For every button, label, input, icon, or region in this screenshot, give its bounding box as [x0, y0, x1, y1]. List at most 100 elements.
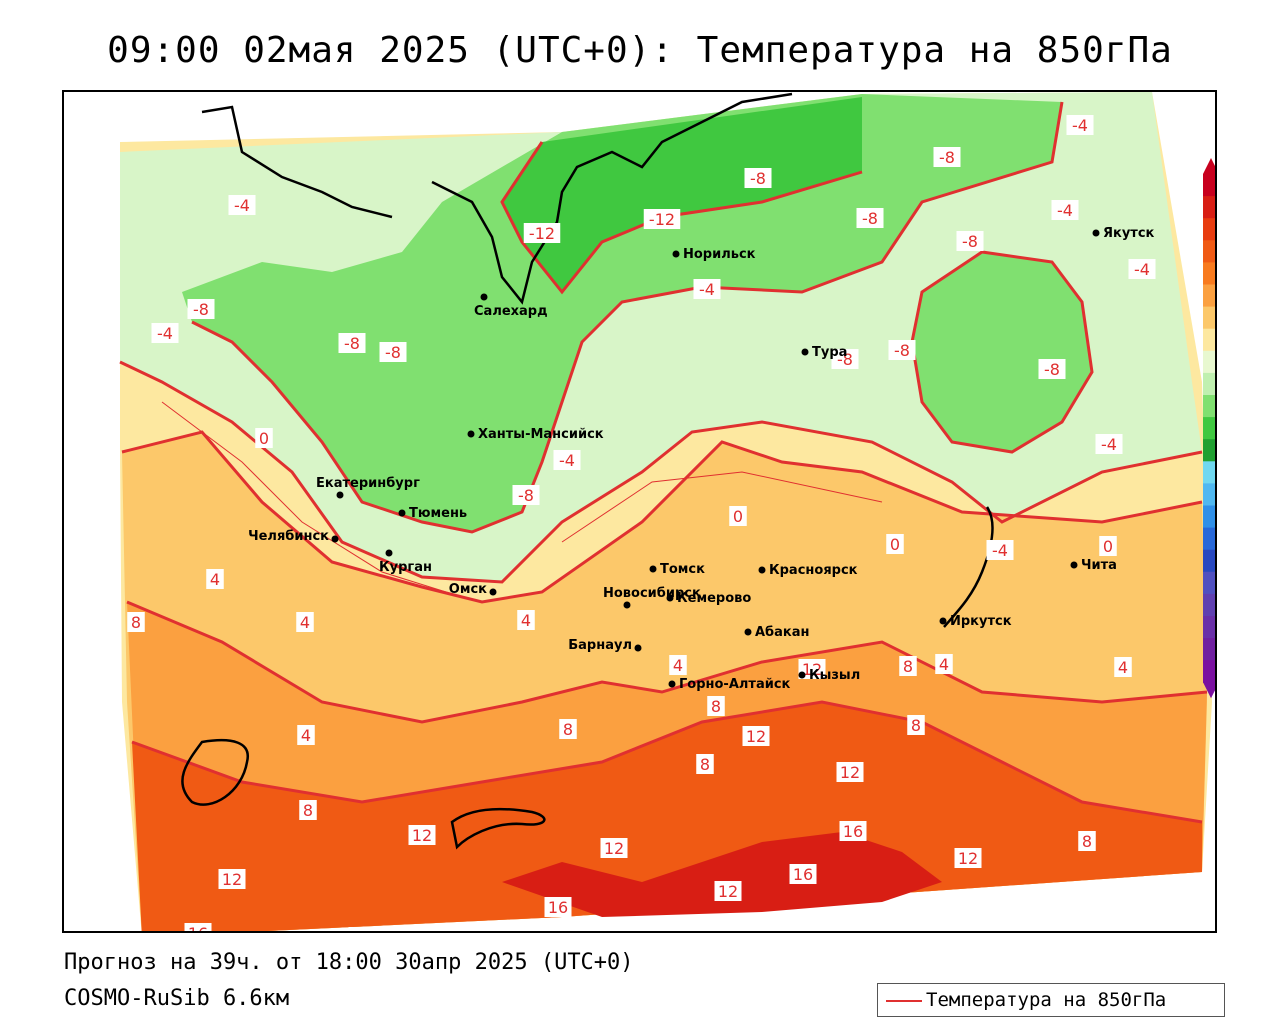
city-marker [668, 680, 676, 688]
isotherm-label: -4 [157, 324, 173, 343]
forecast-caption: Прогноз на 39ч. от 18:00 30апр 2025 (UTC… [64, 950, 634, 975]
isotherm-label-bg [255, 428, 273, 448]
isotherm-label: -8 [939, 148, 955, 167]
colorbar-swatch [1203, 350, 1215, 374]
isotherm-label: 12 [958, 849, 978, 868]
colorbar-swatch [1203, 174, 1215, 197]
colorbar-swatch [1203, 549, 1215, 573]
isotherm-label-bg [553, 450, 581, 470]
isotherm-label-bg [1095, 434, 1123, 454]
isotherm-labels: -4 -4 -4 -4 -4 -4 -4 -4 -4 -8 -8 -8 -8 -8 -8 -8 -8 -8 -8 -8… [127, 115, 1156, 933]
city-label: Новосибирск [603, 586, 701, 601]
city-label: Салехард [474, 304, 548, 319]
isotherm-label: -4 [699, 280, 715, 299]
colorbar-swatch [1203, 660, 1215, 683]
isotherm-label-bg [839, 821, 867, 841]
isotherm-label-bg [1114, 657, 1132, 677]
isotherm-label: 0 [259, 429, 269, 448]
isotherm-label-bg [218, 869, 246, 889]
isotherm-label-bg [956, 231, 984, 251]
isotherm-label: 16 [793, 865, 813, 884]
isotherm-label-bg [693, 279, 721, 299]
city-marker [649, 565, 657, 573]
isotherm-label: 12 [840, 763, 860, 782]
city-marker [939, 617, 947, 625]
city-label: Кызыл [809, 668, 860, 683]
isotherm-label: 12 [718, 882, 738, 901]
isotherm-label: 8 [563, 720, 573, 739]
city-label: Якутск [1103, 226, 1155, 241]
isotherm-label-bg [729, 506, 747, 526]
isotherm-label: 16 [188, 924, 208, 933]
isotherm-label: 8 [1082, 832, 1092, 851]
city-label: Челябинск [248, 529, 329, 544]
isotherm-label-bg [379, 342, 407, 362]
city-label: Кемерово [677, 591, 751, 606]
colorbar-swatch [1203, 240, 1215, 263]
city-marker [798, 671, 806, 679]
isotherm-label: 4 [301, 726, 311, 745]
isotherm-label-bg [856, 208, 884, 228]
isotherm-label-bg [523, 223, 561, 243]
isotherm-label-bg [151, 323, 179, 343]
isotherm-label: 8 [303, 801, 313, 820]
city-label: Красноярск [769, 563, 858, 578]
map-title: 09:00 02мая 2025 (UTC+0): Температура на… [107, 30, 1173, 71]
isotherm-label: -4 [1072, 116, 1088, 135]
isotherm-label-bg [742, 726, 770, 746]
city-markers: Салехард Норильск Ханты-Мансийск Тура Якутск… [248, 226, 1154, 692]
isotherm-label: 8 [131, 613, 141, 632]
isotherm-label: -8 [750, 169, 766, 188]
city-marker [758, 566, 766, 574]
colorbar-swatch [1203, 527, 1215, 551]
colorbar: 2824201612840-4-8-12-16-20-24-28-32-36-4… [1203, 158, 1215, 699]
isotherm-label: 4 [210, 570, 220, 589]
isotherm-label-bg [696, 754, 714, 774]
isotherm-label: -12 [649, 210, 675, 229]
isotherm-label-bg [206, 569, 224, 589]
city-marker [634, 644, 642, 652]
isotherm-label: 4 [939, 655, 949, 674]
isotherm-label-bg [184, 923, 212, 931]
isotherm-label-bg [297, 725, 315, 745]
isotherm-label: -4 [559, 451, 575, 470]
city-label: Ханты-Мансийск [478, 427, 604, 442]
city-marker [666, 594, 674, 602]
isotherm-label-bg [933, 147, 961, 167]
colorbar-swatch [1203, 593, 1215, 617]
isotherm-label-bg [899, 656, 917, 676]
city-marker [336, 491, 344, 499]
isotherm-label: 4 [521, 611, 531, 630]
isotherm-label: -4 [1057, 201, 1073, 220]
colorbar-bottom-arrow [1203, 682, 1215, 699]
isotherm-label-bg [669, 655, 687, 675]
isotherm-label: 4 [673, 656, 683, 675]
city-label: Горно-Алтайск [679, 677, 791, 692]
isotherm-label-bg [836, 762, 864, 782]
model-caption: COSMO-RuSib 6.6км [64, 986, 290, 1011]
isotherm-label: 8 [911, 716, 921, 735]
coastlines [181, 92, 994, 850]
isotherm-label-bg [1099, 536, 1117, 556]
colorbar-swatch [1203, 461, 1215, 484]
isotherm-label: -12 [529, 224, 555, 243]
isotherm-label-bg [338, 333, 366, 353]
isotherm-label: -8 [193, 300, 209, 319]
isotherm-label-bg [299, 800, 317, 820]
isotherm-label: -8 [962, 232, 978, 251]
isotherm-label: 0 [1103, 537, 1113, 556]
city-label: Чита [1081, 558, 1117, 573]
isotherm-label: -4 [1101, 435, 1117, 454]
city-label: Иркутск [950, 614, 1012, 629]
city-marker [672, 250, 680, 258]
isotherm-label-bg [1051, 200, 1079, 220]
isotherm-label-bg [1078, 831, 1096, 851]
isotherm-label: 8 [700, 755, 710, 774]
city-label: Норильск [683, 247, 756, 262]
isotherm-label: -4 [234, 196, 250, 215]
isotherm-label: -4 [1134, 260, 1150, 279]
city-marker [1070, 561, 1078, 569]
colorbar-swatch [1203, 483, 1215, 506]
colorbar-swatch [1203, 417, 1215, 440]
isotherm-label-bg [954, 848, 982, 868]
